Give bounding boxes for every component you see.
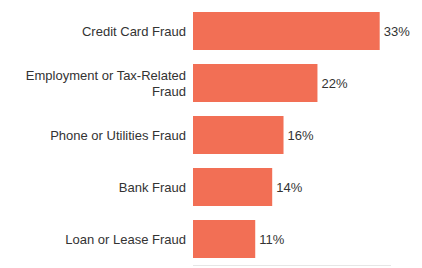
label-line: Fraud	[152, 84, 186, 99]
category-label: Phone or Utilities Fraud	[50, 128, 186, 143]
label-line: Bank Fraud	[119, 180, 186, 195]
bar	[193, 12, 380, 50]
bar	[193, 116, 284, 154]
data-label: 11%	[259, 232, 284, 247]
category-label: Bank Fraud	[119, 180, 186, 195]
label-line: Phone or Utilities Fraud	[50, 128, 186, 143]
chart: Credit Card Fraud 33% Employment or Tax-Re…	[0, 0, 422, 268]
label-line: Credit Card Fraud	[82, 24, 186, 39]
x-axis-line	[193, 265, 391, 266]
data-label: 14%	[276, 180, 302, 195]
category-label: Employment or Tax-RelatedFraud	[26, 68, 186, 99]
labels: Credit Card Fraud 33% Employment or Tax-Re…	[26, 24, 410, 248]
data-label: 22%	[321, 76, 347, 91]
category-label: Loan or Lease Fraud	[65, 232, 186, 247]
data-label: 33%	[384, 24, 410, 39]
data-label: 16%	[288, 128, 314, 143]
label-line: Employment or Tax-Related	[26, 68, 186, 83]
bar	[193, 168, 272, 206]
label-line: Loan or Lease Fraud	[65, 232, 186, 247]
category-label: Credit Card Fraud	[82, 24, 186, 39]
bar	[193, 220, 255, 258]
bars	[193, 12, 380, 258]
bar	[193, 64, 317, 102]
